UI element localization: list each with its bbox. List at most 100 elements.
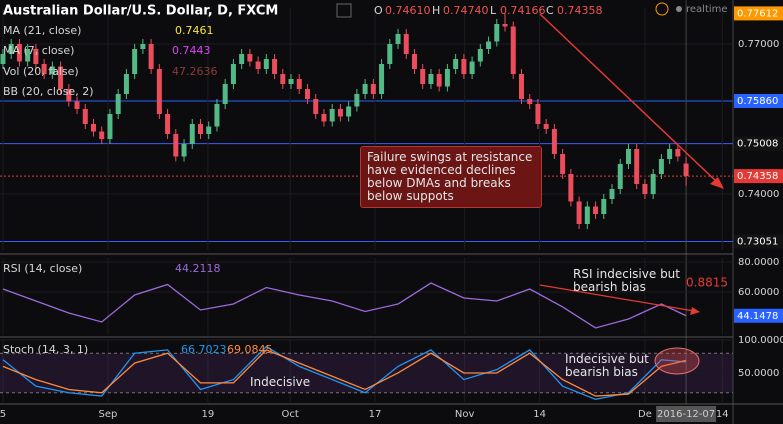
candle-body — [362, 84, 368, 94]
candle-body — [477, 49, 483, 62]
candle-body — [379, 64, 385, 94]
candle-body — [337, 109, 343, 117]
rsi-note-value: 0.8815 — [686, 276, 728, 290]
x-tick-label: 14 — [716, 409, 729, 420]
y-tick-label: 60.0000 — [738, 287, 779, 298]
trend-arrow — [539, 13, 719, 184]
candle-body — [584, 206, 590, 224]
candle-body — [156, 69, 162, 114]
x-tick-label: 2016-12-07 — [657, 409, 715, 420]
x-tick-label: 14 — [533, 409, 546, 420]
cursor-line — [685, 0, 687, 404]
candle-body — [510, 26, 516, 74]
candle-body — [181, 144, 187, 157]
candle-body — [304, 89, 310, 99]
icon — [336, 3, 352, 18]
candle-body — [140, 44, 146, 49]
candle-body — [395, 34, 401, 44]
candle-body — [25, 49, 31, 62]
candle-body — [313, 99, 319, 114]
candle-body — [601, 199, 607, 214]
candle-body — [453, 59, 459, 69]
candle-body — [370, 84, 376, 94]
candle-body — [214, 104, 220, 127]
candle-body — [247, 54, 253, 62]
x-tick-label: De — [638, 409, 652, 420]
x-tick-label: 17 — [369, 409, 382, 420]
candle-body — [123, 74, 129, 94]
price-tag-label: 0.75008 — [737, 139, 778, 150]
price-tag-label: 44.1478 — [737, 311, 778, 322]
candle-body — [387, 44, 393, 64]
status-icon — [655, 2, 669, 16]
candle-body — [560, 154, 566, 174]
candle-body — [239, 54, 245, 64]
y-tick-label: 80.0000 — [738, 257, 779, 268]
indicator-name: MA (21, close) — [3, 24, 81, 37]
x-tick-label: Sep — [99, 409, 118, 420]
candle-body — [230, 64, 236, 84]
stoch-annotation: Indecisive — [250, 375, 311, 389]
price-tag-label: 0.77612 — [737, 8, 778, 19]
status-text: realtime — [686, 4, 728, 15]
candle-body — [543, 124, 549, 129]
candle-body — [642, 184, 648, 194]
candle-body — [625, 149, 631, 164]
price-tag-label: 0.73051 — [737, 236, 778, 247]
candle-body — [593, 206, 599, 214]
candle-body — [469, 61, 475, 74]
price-tag — [734, 6, 783, 21]
price-tag-label: 0.74358 — [737, 171, 778, 182]
ohlc-key: H — [432, 4, 440, 17]
candle-body — [82, 109, 88, 124]
candle-body — [444, 69, 450, 87]
candle-body — [8, 44, 14, 54]
indicator-name: RSI (14, close) — [3, 262, 82, 275]
candle-body — [263, 59, 269, 69]
candle-body — [132, 49, 138, 74]
candle-body — [90, 124, 96, 132]
candle-body — [66, 89, 72, 102]
candle-body — [16, 44, 22, 62]
candle-body — [346, 106, 352, 117]
arrow-head — [690, 307, 700, 315]
price-tag — [734, 136, 783, 151]
ohlc-value: 0.74166 — [500, 4, 546, 17]
candle-body — [609, 189, 615, 199]
price-tag — [734, 169, 783, 184]
indicator-value: 47.2636 — [172, 65, 218, 78]
candle-body — [494, 24, 500, 42]
candle-body — [165, 114, 171, 134]
candle-body — [173, 134, 179, 157]
candle-body — [272, 59, 278, 74]
candle-body — [683, 163, 689, 177]
candle-body — [502, 24, 508, 27]
x-tick-label: Oct — [282, 409, 299, 420]
candle-body — [617, 164, 623, 189]
candle-body — [658, 159, 664, 174]
ohlc-key: L — [490, 4, 497, 17]
y-tick-label: 0.77000 — [738, 39, 779, 50]
ohlc-key: C — [546, 4, 554, 17]
indicator-value: 0.7443 — [172, 44, 211, 57]
y-tick-label: 50.0000 — [738, 368, 779, 379]
candle-body — [675, 149, 681, 157]
candle-body — [58, 66, 64, 89]
indicator-line — [2, 345, 687, 401]
candle-body — [74, 101, 80, 109]
rsi-annotation: RSI indecisive but bearish bias — [573, 267, 680, 294]
candle-body — [99, 131, 105, 139]
ohlc-key: O — [374, 4, 383, 17]
price-tag — [734, 234, 783, 249]
annotation-box: Failure swings at resistance have eviden… — [360, 146, 542, 208]
arrow-head — [710, 177, 724, 189]
candle-body — [527, 99, 533, 104]
price-tag-label: 0.75860 — [737, 96, 778, 107]
indicator-value: 66.7023 — [181, 343, 227, 356]
stoch-annotation: Indecisive but bearish bias — [565, 352, 649, 379]
candle-body — [535, 104, 541, 124]
candle-body — [115, 94, 121, 114]
indicator-name: BB (20, close, 2) — [3, 85, 94, 98]
candle-body — [667, 149, 673, 159]
